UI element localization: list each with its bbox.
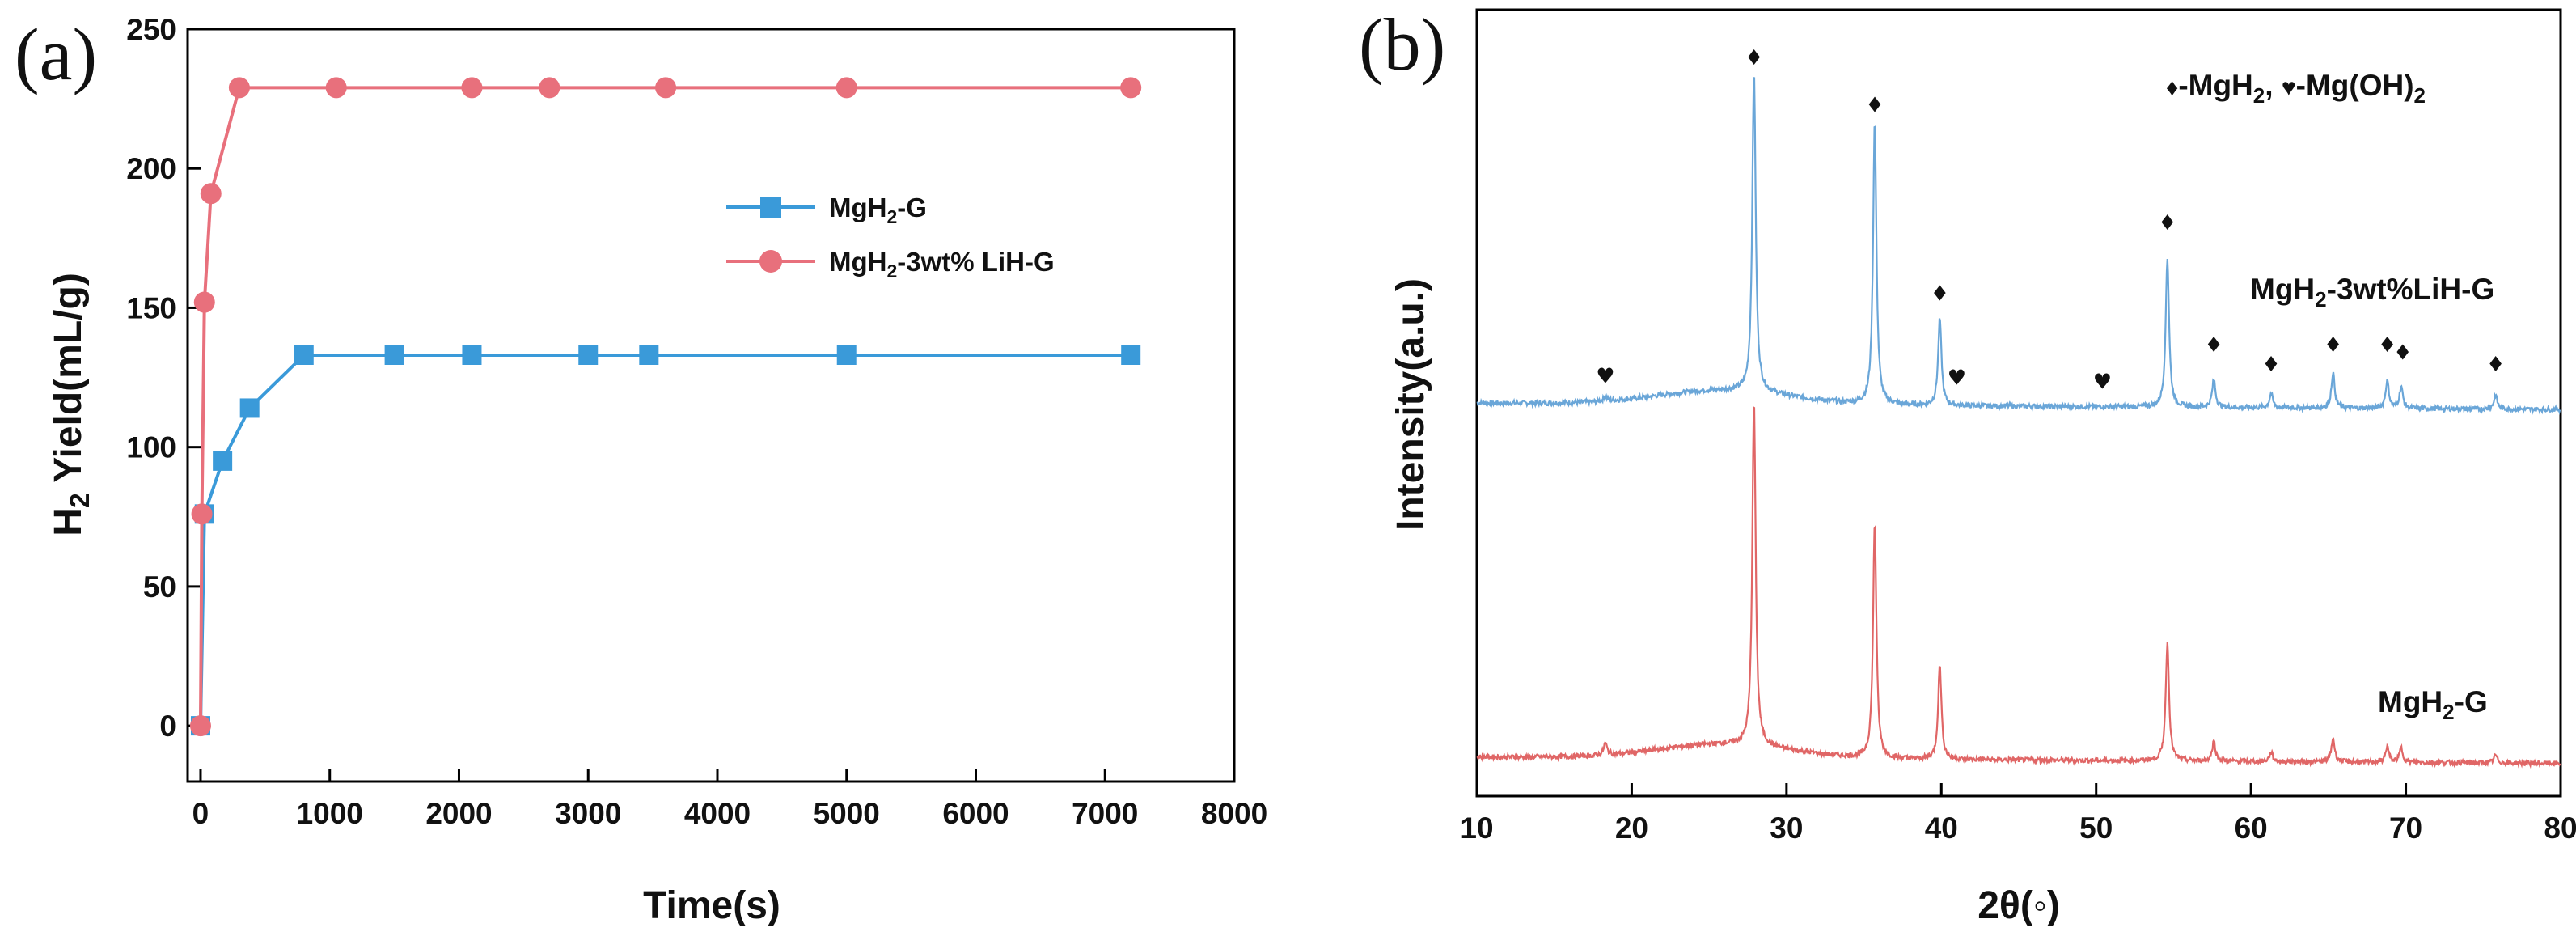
data-point-mgh2-g	[578, 345, 599, 365]
panel-b-x-axis-title: 2θ(◦)	[1977, 884, 2060, 927]
data-point-mgh2-3wt-lih-g	[539, 77, 560, 99]
data-point-mgh2-3wt-lih-g	[1120, 77, 1142, 99]
x-tick-label: 4000	[684, 797, 751, 830]
legend-entry-mgh2-3wt-lih-g: MgH2-3wt% LiH-G	[726, 247, 1055, 282]
mgh2-diamond-icon: ♦	[2166, 74, 2178, 101]
data-point-mgh2-g	[213, 451, 233, 471]
panel-b-phase-legend: ♦-MgH2, ♥-Mg(OH)2	[2166, 69, 2426, 108]
x-tick-label: 50	[2079, 811, 2113, 845]
mgh2-peak-diamond-icon: ♦	[2393, 341, 2412, 366]
x-tick-label: 20	[1615, 811, 1648, 845]
panel-a-legend: MgH2-G MgH2-3wt% LiH-G	[726, 193, 1055, 282]
mgh2-peak-diamond-icon: ♦	[1745, 46, 1763, 70]
x-tick-label: 2000	[425, 797, 492, 830]
data-point-mgh2-3wt-lih-g	[200, 183, 222, 205]
x-tick-label: 60	[2235, 811, 2268, 845]
xrd-pattern-mgh2-g	[1476, 405, 2561, 769]
y-tick-label: 0	[159, 710, 176, 743]
x-tick-label: 8000	[1201, 797, 1267, 830]
mgh2-peak-diamond-icon: ♦	[1931, 282, 1949, 307]
mgh2-peak-diamond-icon: ♦	[2158, 211, 2176, 235]
y-tick-label: 100	[126, 431, 176, 464]
label-mgh2-g: MgH2-G	[2378, 685, 2488, 724]
mgh2-peak-diamond-icon: ♦	[2205, 333, 2223, 358]
legend-marker-mgh2-3wt-lih-g	[759, 250, 782, 273]
panel-a-x-axis-title: Time(s)	[643, 884, 780, 927]
panel-b-peak-markers: ♥♦♦♦♥ ♥♦♦♦♦ ♦♦ ♦	[1596, 46, 2505, 394]
data-point-mgh2-g	[462, 345, 482, 365]
panel-a-y-axis-title: H2 Yield(mL/g)	[47, 273, 95, 536]
x-tick-label: 70	[2389, 811, 2422, 845]
panel-b-xrd-chart: (b) 10 20 30 40 50 60 70 80 ♥♦♦♦♥ ♥♦♦♦♦ ♦♦ ♦ 2θ(◦)…	[1359, 3, 2576, 927]
data-point-mgh2-3wt-lih-g	[191, 503, 213, 525]
legend-entry-mgh2-g: MgH2-G	[726, 193, 927, 227]
label-mgh2-3wt-lih-g: MgH2-3wt%LiH-G	[2250, 273, 2494, 311]
legend-label-mgh2-3wt-lih-g: MgH2-3wt% LiH-G	[829, 247, 1055, 282]
mgoh2-peak-heart-icon: ♥	[2093, 371, 2112, 395]
panel-a-label: (a)	[15, 13, 97, 95]
x-tick-label: 7000	[1072, 797, 1138, 830]
mgh2-peak-diamond-icon: ♦	[1865, 93, 1884, 117]
panel-a-series-group	[189, 77, 1142, 737]
y-tick-label: 200	[126, 152, 176, 185]
y-tick-label: 50	[143, 570, 176, 604]
mgh2-peak-diamond-icon: ♦	[2378, 333, 2396, 358]
data-point-mgh2-3wt-lih-g	[835, 77, 857, 99]
x-tick-label: 80	[2544, 811, 2576, 845]
legend-marker-mgh2-g	[760, 197, 781, 218]
data-point-mgh2-g	[1121, 345, 1141, 365]
series-line-mgh2-3wt-lih-g	[198, 86, 1131, 727]
x-tick-label: 0	[192, 797, 209, 830]
data-point-mgh2-3wt-lih-g	[193, 291, 215, 313]
panel-b-y-axis-title: Intensity(a.u.)	[1390, 278, 1432, 531]
data-point-mgh2-3wt-lih-g	[655, 77, 677, 99]
data-point-mgh2-3wt-lih-g	[325, 77, 347, 99]
mgh2-peak-diamond-icon: ♦	[2261, 353, 2280, 377]
x-tick-label: 1000	[297, 797, 363, 830]
legend-label-mgh2-g: MgH2-G	[829, 193, 927, 227]
panel-a-plot-frame	[186, 28, 1236, 783]
xrd-pattern-mgh2-3wt-lih-g	[1476, 77, 2561, 415]
data-point-mgh2-g	[384, 345, 404, 365]
phase-legend-text: ♦-MgH2, ♥-Mg(OH)2	[2166, 69, 2426, 108]
mgoh2-heart-icon: ♥	[2282, 74, 2296, 101]
panel-b-axis-ticks: 10 20 30 40 50 60 70 80	[1460, 783, 2576, 845]
mgoh2-peak-heart-icon: ♥	[1948, 366, 1966, 391]
data-point-mgh2-g	[239, 398, 260, 418]
data-point-mgh2-g	[836, 345, 857, 365]
x-tick-label: 10	[1460, 811, 1493, 845]
panel-a-hydrogen-yield-chart: (a) 0 1000 2000 3000 4000 5000 6000 7000 8000 0 50…	[15, 13, 1267, 927]
panel-b-label: (b)	[1359, 3, 1445, 86]
x-tick-label: 30	[1770, 811, 1803, 845]
x-tick-label: 6000	[942, 797, 1009, 830]
mgh2-peak-diamond-icon: ♦	[2324, 333, 2342, 358]
panel-b-series-group	[1476, 77, 2561, 769]
mgh2-peak-diamond-icon: ♦	[2486, 353, 2505, 377]
data-point-mgh2-g	[639, 345, 659, 365]
x-tick-label: 3000	[555, 797, 621, 830]
series-line-mgh2-g	[198, 354, 1131, 727]
data-point-mgh2-3wt-lih-g	[461, 77, 483, 99]
x-tick-label: 5000	[814, 797, 880, 830]
y-tick-label: 150	[126, 291, 176, 324]
y-tick-label: 250	[126, 13, 176, 46]
data-point-mgh2-g	[294, 345, 314, 365]
data-point-mgh2-3wt-lih-g	[189, 715, 211, 737]
data-point-mgh2-3wt-lih-g	[228, 77, 250, 99]
panel-a-axis-ticks: 0 1000 2000 3000 4000 5000 6000 7000 8000 0 50 100 1…	[126, 13, 1267, 830]
mgoh2-peak-heart-icon: ♥	[1596, 365, 1614, 389]
x-tick-label: 40	[1925, 811, 1958, 845]
